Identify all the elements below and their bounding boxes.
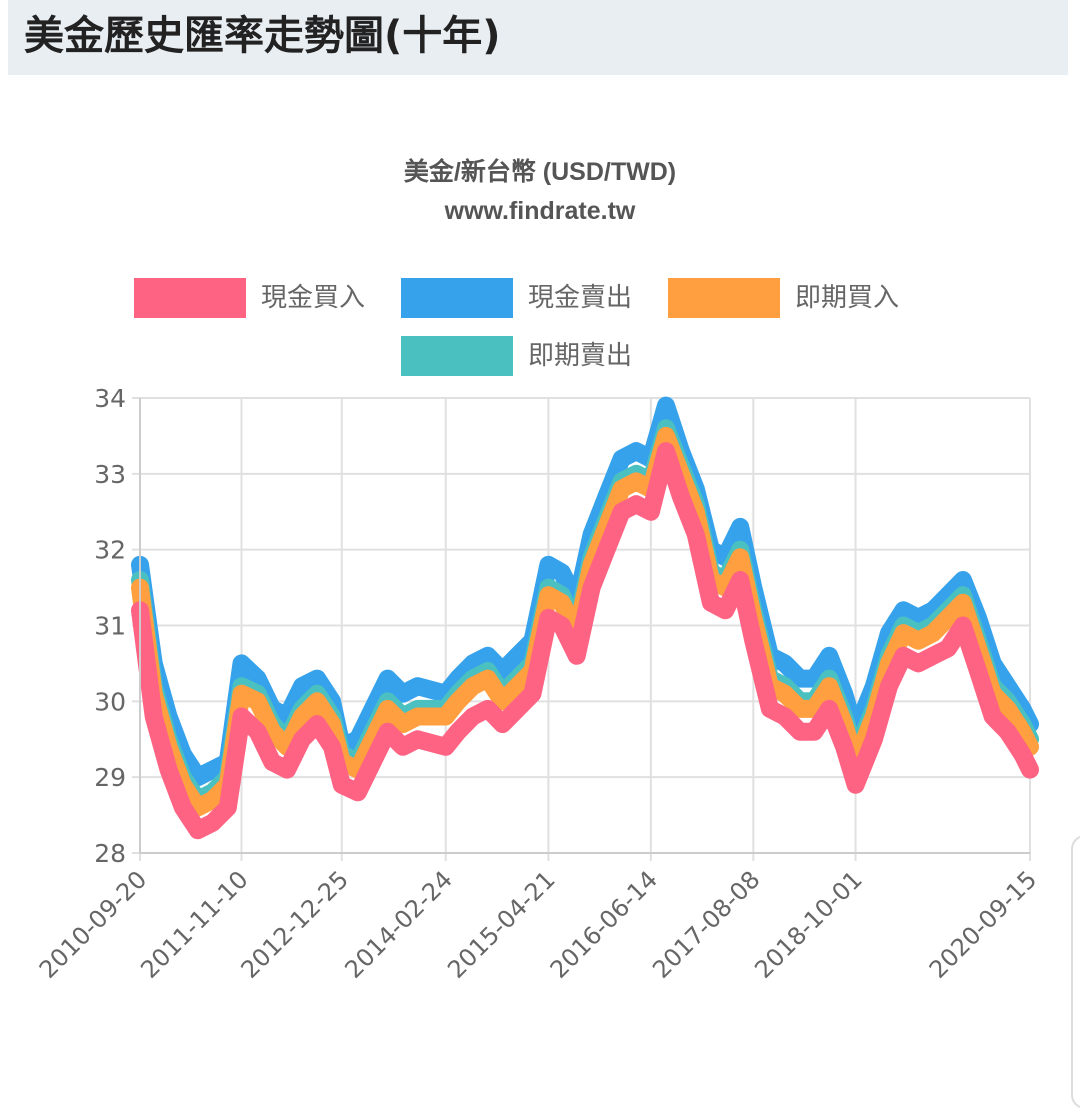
scroll-handle[interactable] [1071, 835, 1080, 1109]
chart-plot: 28 29 30 31 32 33 34 2010-09-202011-11-102012-1… [34, 384, 1042, 984]
legend-label: 現金買入 [261, 283, 366, 313]
legend-swatch [668, 278, 780, 318]
page-header: 美金歷史匯率走勢圖(十年) [8, 0, 1068, 75]
legend-swatch [401, 336, 513, 376]
legend-swatch [401, 278, 513, 318]
y-tick-label: 28 [94, 839, 126, 868]
y-tick-label: 33 [94, 460, 126, 489]
x-tick-label: 2018-10-01 [749, 865, 867, 983]
legend-label: 即期賣出 [528, 341, 633, 371]
chart-subtitle: www.findrate.tw [444, 197, 636, 225]
x-tick-label: 2020-09-15 [924, 865, 1042, 983]
y-tick-label: 30 [94, 687, 126, 716]
series-line [131, 442, 1039, 840]
x-tick-label: 2010-09-20 [34, 865, 152, 983]
y-tick-label: 32 [94, 536, 126, 565]
chart-title: 美金/新台幣 (USD/TWD) [403, 158, 677, 186]
x-tick-label: 2012-12-25 [236, 865, 354, 983]
legend-swatch [134, 278, 246, 318]
legend-label: 即期買入 [795, 283, 900, 313]
legend-label: 現金賣出 [528, 283, 633, 313]
x-tick-label: 2015-04-21 [442, 865, 560, 983]
y-tick-label: 29 [94, 763, 126, 792]
y-tick-label: 31 [94, 612, 126, 641]
x-tick-label: 2016-06-14 [545, 865, 663, 983]
page-title: 美金歷史匯率走勢圖(十年) [24, 13, 501, 59]
y-tick-label: 34 [94, 384, 126, 413]
x-tick-label: 2017-08-08 [647, 865, 765, 983]
x-tick-label: 2011-11-10 [135, 865, 253, 983]
x-tick-label: 2014-02-24 [340, 865, 458, 983]
